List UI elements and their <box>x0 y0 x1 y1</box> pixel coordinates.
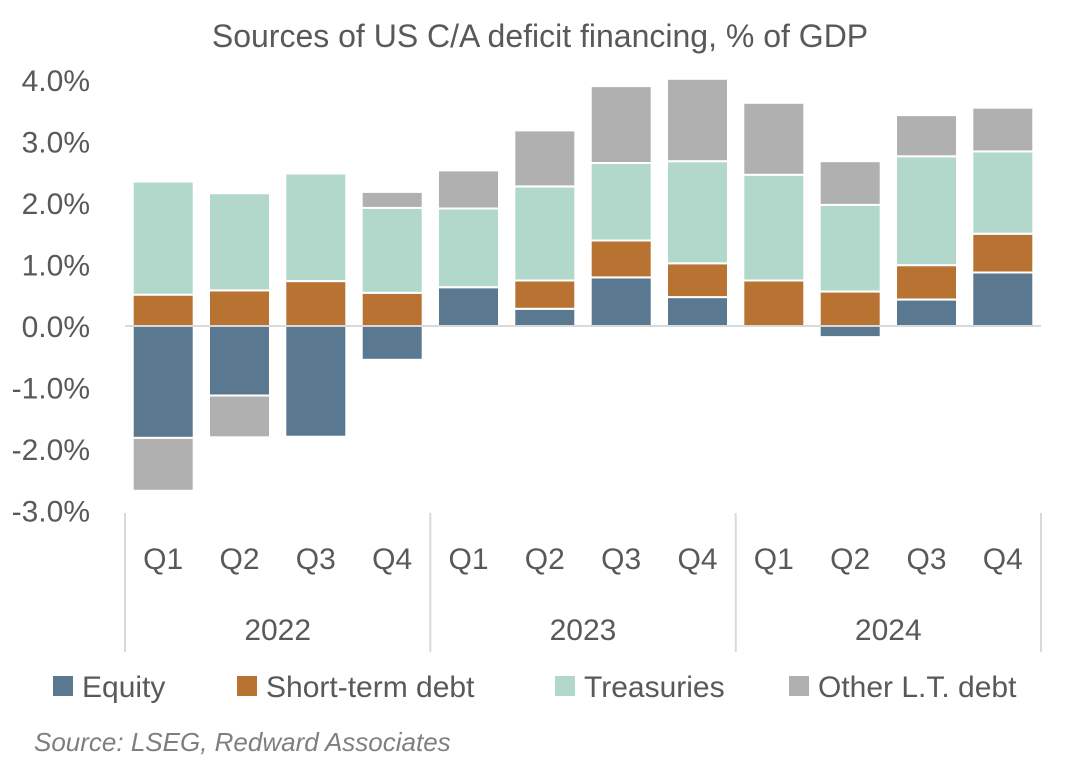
bar-other-l-t-debt-5 <box>437 169 500 210</box>
bar-other-l-t-debt-10 <box>818 160 882 206</box>
legend-label: Other L.T. debt <box>818 671 1017 704</box>
bar-other-l-t-debt-6 <box>513 129 577 188</box>
bar-equity-2 <box>208 325 271 397</box>
legend: Equity Short-term debt Treasuries Other L.T… <box>53 671 1017 704</box>
bar-treasuries-11 <box>895 155 958 267</box>
bar-equity-4 <box>360 325 424 361</box>
bar-treasuries-2 <box>208 192 271 292</box>
bar-short-term-debt-2 <box>208 289 271 327</box>
y-tick-label: 0.0% <box>22 311 90 344</box>
x-tick-label: Q3 <box>601 543 641 576</box>
x-tick-label: Q4 <box>677 543 717 576</box>
bars-layer <box>131 77 1035 492</box>
bar-other-l-t-debt-9 <box>742 101 806 176</box>
x-tick-label: Q2 <box>219 543 259 576</box>
x-tick-label: Q3 <box>296 543 336 576</box>
y-tick-label: 4.0% <box>22 65 90 98</box>
bar-treasuries-6 <box>513 185 577 282</box>
bar-treasuries-1 <box>131 180 195 296</box>
x-tick-label: Q4 <box>983 543 1023 576</box>
x-tick-label: Q3 <box>906 543 946 576</box>
bar-treasuries-8 <box>666 160 729 265</box>
bar-equity-8 <box>666 296 729 328</box>
bar-treasuries-3 <box>284 172 348 283</box>
x-tick-label: Q1 <box>754 543 794 576</box>
bar-treasuries-10 <box>818 203 882 293</box>
legend-swatch <box>53 676 73 696</box>
y-tick-label: -1.0% <box>12 373 90 406</box>
bar-equity-12 <box>971 271 1035 327</box>
bar-short-term-debt-4 <box>360 291 424 327</box>
chart-title: Sources of US C/A deficit financing, % o… <box>212 18 868 54</box>
bar-short-term-debt-7 <box>589 239 653 279</box>
bar-equity-5 <box>437 286 500 327</box>
bar-other-l-t-debt-2 <box>208 394 271 439</box>
bar-equity-10 <box>818 325 882 339</box>
x-tick-label: Q1 <box>143 543 183 576</box>
bar-treasuries-4 <box>360 206 424 294</box>
bar-short-term-debt-12 <box>971 232 1035 274</box>
bar-other-l-t-debt-11 <box>895 114 958 158</box>
bar-short-term-debt-9 <box>742 279 806 327</box>
bar-short-term-debt-6 <box>513 279 577 310</box>
group-label: 2022 <box>244 614 311 647</box>
x-tick-label: Q2 <box>830 543 870 576</box>
labels-layer: 4.0% 3.0% 2.0% 1.0% 0.0% -1.0% -2.0% -3.0% Q1 Q2 Q… <box>12 65 1023 647</box>
y-tick-label: 3.0% <box>22 127 90 160</box>
bar-other-l-t-debt-7 <box>589 85 653 164</box>
x-tick-label: Q1 <box>448 543 488 576</box>
source-note: Source: LSEG, Redward Associates <box>34 727 451 757</box>
y-tick-label: -3.0% <box>12 496 90 529</box>
y-tick-label: -2.0% <box>12 434 90 467</box>
legend-swatch <box>237 676 257 696</box>
bar-other-l-t-debt-1 <box>131 436 195 492</box>
bar-equity-6 <box>513 307 577 327</box>
group-label: 2024 <box>855 614 922 647</box>
bar-short-term-debt-10 <box>818 290 882 328</box>
y-tick-label: 2.0% <box>22 188 90 221</box>
legend-label: Short-term debt <box>266 671 475 704</box>
legend-label: Equity <box>82 671 165 704</box>
bar-treasuries-12 <box>971 150 1035 235</box>
x-tick-label: Q4 <box>372 543 412 576</box>
bar-treasuries-5 <box>437 207 500 289</box>
bar-short-term-debt-8 <box>666 262 729 299</box>
bar-equity-11 <box>895 298 958 328</box>
legend-swatch <box>555 676 575 696</box>
bar-equity-7 <box>589 276 653 327</box>
axes-layer <box>124 325 1042 652</box>
y-tick-label: 1.0% <box>22 250 90 283</box>
bar-equity-1 <box>131 325 195 439</box>
bar-other-l-t-debt-4 <box>360 190 424 209</box>
legend-swatch <box>789 676 809 696</box>
bar-short-term-debt-1 <box>131 293 195 328</box>
legend-label: Treasuries <box>584 671 725 704</box>
bar-equity-3 <box>284 325 348 438</box>
bar-other-l-t-debt-12 <box>971 106 1035 153</box>
bar-treasuries-9 <box>742 173 806 282</box>
bar-short-term-debt-3 <box>284 280 348 328</box>
bar-short-term-debt-11 <box>895 264 958 301</box>
group-label: 2023 <box>550 614 617 647</box>
bar-other-l-t-debt-8 <box>666 77 729 163</box>
x-tick-label: Q2 <box>525 543 565 576</box>
bar-treasuries-7 <box>589 162 653 242</box>
